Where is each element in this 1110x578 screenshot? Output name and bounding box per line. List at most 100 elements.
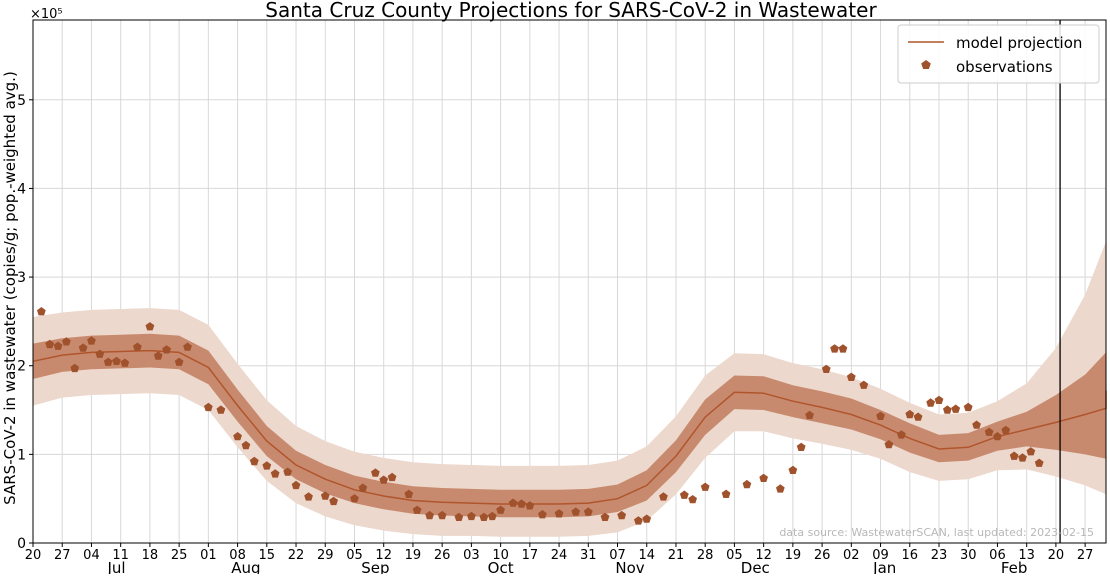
y-tick-label: 0 [17,536,26,552]
y-axis-label: SARS-CoV-2 in wastewater (copies/g; pop.… [1,71,19,505]
observation-point [304,492,313,501]
observation-point [525,501,535,510]
observation-point [776,484,785,493]
x-tick-label: 01 [200,548,217,563]
observation-point [984,427,994,436]
observation-point [216,405,226,414]
x-tick-label: 19 [785,548,802,563]
x-tick-label: 09 [872,548,889,563]
observation-point [112,356,121,365]
observation-point [951,404,961,413]
observation-point [642,514,652,523]
observation-point [425,510,434,520]
observation-point [103,357,113,366]
outer-uncertainty-band [33,46,1106,537]
observation-point [876,411,885,420]
x-tick-label: 28 [697,548,714,563]
observation-point [233,432,242,441]
observation-point [972,420,981,429]
observation-point [412,505,422,514]
observation-point [943,405,952,414]
source-note: data source: WastewaterSCAN, last update… [779,526,1094,539]
observation-point [162,345,171,354]
observation-point [78,343,88,352]
observation-point [554,509,564,518]
observation-point [37,307,46,316]
observation-point [905,409,915,419]
inner-uncertainty-band [33,277,1106,518]
observation-point [249,456,259,466]
observation-point [659,492,668,501]
observation-point [320,491,330,500]
observation-point [204,402,213,412]
observation-point [467,511,476,521]
x-month-label: Feb [1001,559,1028,574]
x-tick-label: 19 [405,548,422,563]
x-tick-label: 20 [1048,548,1065,563]
observation-point [262,461,272,470]
y-tick-label: 4 [17,181,26,197]
x-tick-label: 25 [171,548,188,563]
x-month-label: Nov [615,559,644,574]
x-tick-label: 29 [317,548,334,563]
x-tick-label: 05 [346,548,363,563]
observation-point [788,465,798,474]
x-tick-label: 21 [668,548,685,563]
observation-point [688,495,697,504]
observation-point [145,322,155,331]
observation-point [617,510,627,520]
x-tick-label: 22 [288,548,305,563]
observation-point [133,342,142,351]
observation-point [679,490,689,499]
y-tick-label: 5 [17,93,26,109]
x-axis-ticks: 20 27 04 11 18 25 01 08 15 22 29 05 12 19 26 03 10 17 24 31… [25,543,1094,577]
observation-point [70,363,80,373]
observation-point [634,516,643,525]
plot-frame [32,19,1107,544]
observation-point [897,430,906,439]
legend-point-swatch [921,60,931,69]
observation-point [538,510,547,519]
observation-point [479,512,489,521]
x-tick-label: 20 [25,548,42,563]
x-tick-label: 24 [551,548,568,563]
observation-point [934,395,944,404]
observation-point [859,380,869,389]
observation-point [846,372,856,381]
observation-point [62,337,71,346]
observation-point [583,507,593,516]
y-tick-label: 2 [17,359,26,375]
x-tick-label: 12 [755,548,772,563]
observation-point [913,412,923,421]
x-tick-label: 18 [142,548,159,563]
observation-point [53,341,63,350]
legend-box [897,24,1100,84]
x-tick-label: 15 [259,548,276,563]
observation-point [742,479,752,489]
x-tick-label: 05 [726,548,743,563]
chart-title: Santa Cruz County Projections for SARS-C… [265,0,877,22]
observation-point [371,468,380,477]
observation-point [270,469,280,478]
observation-point [884,440,894,449]
observation-point [821,364,831,373]
observation-point [993,432,1002,441]
x-tick-label: 27 [1077,548,1094,563]
x-tick-label: 13 [1018,548,1035,563]
observation-point [517,499,526,508]
x-tick-label: 10 [492,548,509,563]
observation-point [1034,458,1044,467]
x-tick-label: 12 [375,548,392,563]
x-tick-label: 02 [843,548,860,563]
model-projection-line [32,349,1107,505]
x-tick-label: 14 [638,548,655,563]
x-month-label: Sep [361,559,389,574]
observation-point [796,442,806,451]
observation-point [120,358,130,367]
y-axis-multiplier: ×10⁵ [30,7,63,22]
observation-point [387,472,397,482]
y-tick-label: 3 [17,270,26,286]
x-tick-label: 17 [522,548,539,563]
observation-point [45,339,55,349]
